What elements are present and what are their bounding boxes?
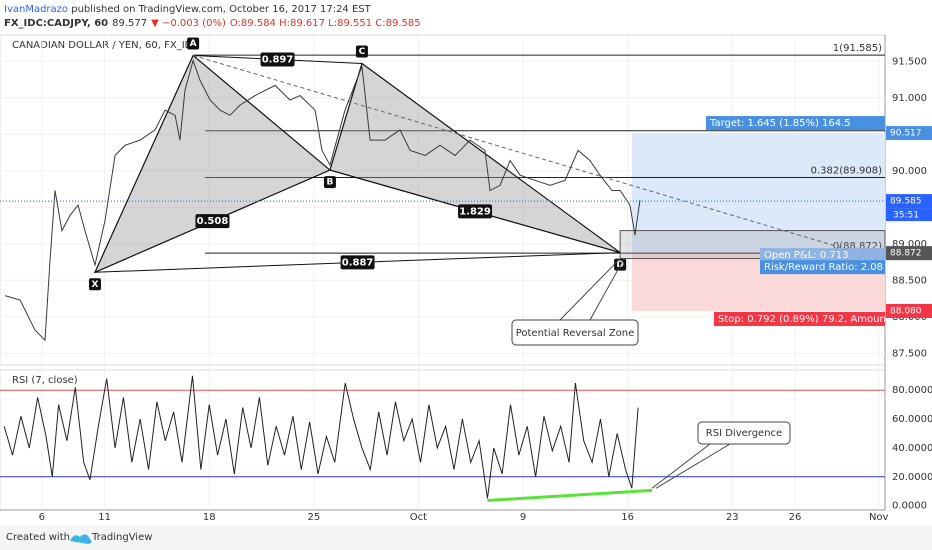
author: IvanMadrazo <box>4 4 68 15</box>
x-tick-label: 16 <box>621 512 634 523</box>
y-tick-label: 87.500 <box>892 348 927 359</box>
x-tick-label: 25 <box>307 512 320 523</box>
x-tick-label: 26 <box>789 512 802 523</box>
callout-text: RSI Divergence <box>706 428 782 439</box>
x-tick-label: 6 <box>39 512 45 523</box>
point-label: X <box>92 280 99 290</box>
callout-box <box>697 421 791 445</box>
ratio-box <box>340 255 375 270</box>
fib-label: 0.382(89.908) <box>811 166 883 177</box>
footer-created: Created with <box>6 532 70 543</box>
published: published on TradingView.com, October 16… <box>68 4 372 15</box>
callout-box <box>511 319 639 346</box>
change: ▼ −0.003 (0%) <box>151 18 226 29</box>
last-tag-bg <box>886 194 932 209</box>
y-tick-label: 20.0000 <box>892 472 932 483</box>
target-tag-bg <box>886 126 932 141</box>
ratio-label: 0.897 <box>262 54 294 65</box>
stop-tag: 88.080 <box>890 306 922 316</box>
rsi-title: RSI (7, close) <box>12 375 78 386</box>
ratio-label: 0.508 <box>197 216 229 227</box>
countdown: 35:51 <box>893 211 919 221</box>
x-tick-label: Oct <box>410 512 427 523</box>
y-tick-label: 90.000 <box>892 166 927 177</box>
y-tick-label: 89.000 <box>892 239 927 250</box>
x-tick-label: 9 <box>520 512 526 523</box>
x-tick-label: Nov <box>869 512 889 523</box>
y-tick-label: 0.0000 <box>892 501 927 512</box>
trend-line <box>192 54 886 262</box>
point-box <box>187 37 200 50</box>
entry-tag-bg <box>886 246 932 261</box>
footer-brand: TradingView <box>91 532 152 543</box>
y-tick-label: 91.000 <box>892 93 927 104</box>
divergence-line <box>487 488 652 502</box>
header-line: IvanMadrazo published on TradingView.com… <box>4 4 372 15</box>
x-tick-label: 11 <box>98 512 111 523</box>
fib-label: 0(88.872) <box>833 241 882 252</box>
point-label: C <box>359 47 366 57</box>
y-tick-label: 60.0000 <box>892 414 932 425</box>
ratio-label: 0.887 <box>342 257 374 268</box>
x-tick-label: 18 <box>203 512 216 523</box>
target-text: Target: 1.645 (1.85%) 164.5 <box>709 118 851 129</box>
symbol: FX_IDC:CADJPY, 60 <box>4 18 108 29</box>
stop-text-bg <box>714 311 885 326</box>
point-label: B <box>327 178 334 188</box>
rr-text-bg <box>760 260 885 275</box>
entry-tag: 88.872 <box>890 249 922 259</box>
quote-line: FX_IDC:CADJPY, 60 89.577 ▼ −0.003 (0%) O:89… <box>4 18 421 29</box>
last-tag: 89.585 <box>890 197 922 207</box>
point-label: A <box>190 39 197 49</box>
rr-text: Risk/Reward Ratio: 2.08 <box>764 262 883 273</box>
point-box <box>323 176 336 189</box>
target-text-bg <box>706 116 885 131</box>
pnl-text-bg <box>760 248 885 263</box>
point-box <box>355 45 368 58</box>
y-tick-label: 91.500 <box>892 56 927 67</box>
point-box <box>88 278 101 291</box>
target-tag: 90.517 <box>890 129 922 139</box>
stop-text: Stop: 0.792 (0.89%) 79.2, Amount <box>718 314 890 325</box>
x-tick-label: 23 <box>726 512 739 523</box>
ratio-box <box>458 204 493 219</box>
callout-text: Potential Reversal Zone <box>516 328 635 339</box>
logo <box>70 534 92 544</box>
ratio-box <box>260 52 295 67</box>
fib-label: 1(91.585) <box>833 43 882 54</box>
y-tick-label: 88.500 <box>892 275 927 286</box>
stop-tag-bg <box>886 303 932 318</box>
callout-pointer <box>651 443 731 489</box>
last: 89.577 <box>112 18 147 29</box>
footer-bar <box>0 525 932 550</box>
price-line <box>4 58 641 342</box>
ratio-label: 1.829 <box>459 206 491 217</box>
y-tick-label: 40.0000 <box>892 443 932 454</box>
ratio-box <box>195 214 230 229</box>
price-line <box>3 375 639 499</box>
ohlc: O:89.584 H:89.617 L:89.551 C:89.585 <box>230 18 421 29</box>
main-title: CANADIAN DOLLAR / YEN, 60, FX_IDC <box>12 40 199 51</box>
target-zone <box>631 133 885 254</box>
pnl-text: Open P&L: 0.713 <box>764 250 848 261</box>
callout-pointer <box>559 258 625 321</box>
countdown-bg <box>886 208 932 222</box>
y-tick-label: 80.0000 <box>892 385 932 396</box>
